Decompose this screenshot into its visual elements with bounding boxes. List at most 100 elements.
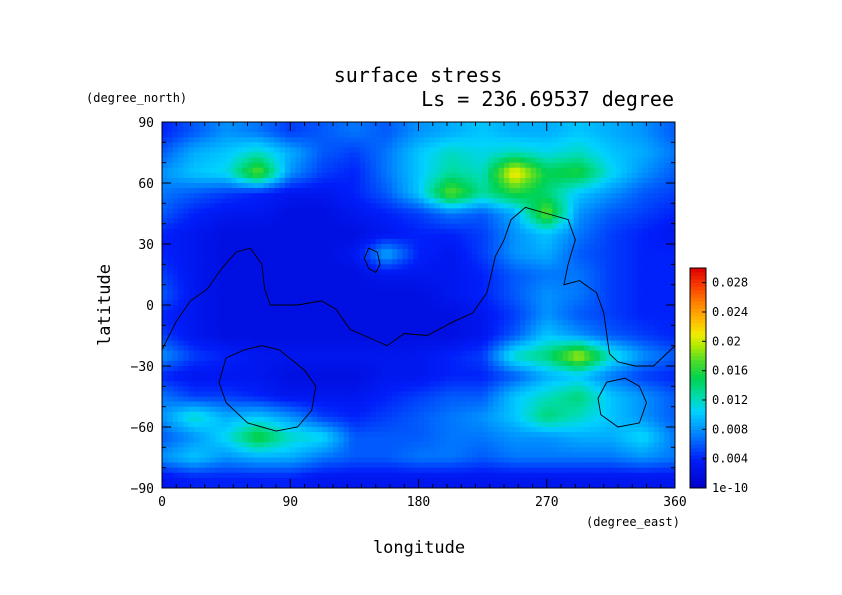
heatmap-cell [514,137,521,143]
heatmap-cell [434,147,441,154]
heatmap-cell [258,122,265,128]
heatmap-cell [509,233,516,240]
heatmap-cell [391,315,398,321]
heatmap-cell [573,213,580,220]
heatmap-cell [589,152,596,159]
heatmap-cell [188,305,195,311]
heatmap-cell [589,310,596,316]
heatmap-cell [349,142,355,149]
heatmap-cell [316,162,323,169]
heatmap-cell [487,244,494,250]
heatmap-cell [188,264,195,271]
heatmap-cell [365,213,371,220]
heatmap-cell [562,325,569,332]
heatmap-cell [557,193,564,199]
heatmap-cell [573,198,580,204]
heatmap-cell [477,305,484,311]
heatmap-cell [477,137,484,143]
heatmap-cell [573,238,580,245]
heatmap-cell [600,360,607,367]
heatmap-cell [439,305,446,311]
heatmap-cell [279,172,286,179]
heatmap-cell [445,244,452,250]
heatmap-cell [365,305,371,311]
heatmap-cell [311,249,318,255]
heatmap-cell [338,254,345,260]
heatmap-cell [333,289,339,296]
heatmap-cell [343,183,350,189]
heatmap-cell [648,142,655,149]
heatmap-cell [231,198,238,204]
heatmap-cell [626,193,633,199]
heatmap-cell [455,259,462,265]
heatmap-cell [407,213,414,220]
heatmap-cell [525,223,532,230]
heatmap-cell [445,183,452,189]
heatmap-cell [568,162,575,169]
heatmap-cell [434,122,441,128]
heatmap-cell [370,315,377,321]
heatmap-cell [493,366,500,372]
heatmap-cell [268,249,275,255]
heatmap-cell [231,127,238,133]
heatmap-cell [568,381,575,387]
heatmap-cell [284,193,291,199]
heatmap-cell [220,294,227,301]
heatmap-cell [616,147,623,154]
heatmap-cell [471,244,478,250]
heatmap-cell [226,157,233,164]
heatmap-cell [605,355,612,362]
heatmap-cell [626,172,633,179]
heatmap-cell [429,137,436,143]
heatmap-cell [632,172,639,179]
heatmap-cell [338,142,345,149]
heatmap-cell [381,218,388,225]
heatmap-cell [482,299,489,306]
heatmap-cell [605,157,612,164]
heatmap-cell [322,355,329,362]
heatmap-cell [162,208,168,215]
heatmap-cell [316,315,323,321]
heatmap-cell [391,249,398,255]
heatmap-cell [172,203,179,210]
heatmap-cell [263,335,270,342]
heatmap-cell [594,188,601,194]
heatmap-cell [274,376,281,382]
heatmap-cell [284,157,291,164]
heatmap-cell [268,177,275,184]
heatmap-cell [429,167,436,174]
heatmap-cell [621,177,628,184]
heatmap-cell [300,147,307,154]
heatmap-cell [252,376,259,382]
heatmap-cell [600,294,607,301]
heatmap-cell [183,294,190,301]
heatmap-cell [247,142,254,149]
heatmap-cell [204,376,211,382]
heatmap-cell [578,371,585,377]
heatmap-cell [578,198,585,204]
heatmap-cell [215,122,222,128]
heatmap-cell [199,381,206,387]
heatmap-cell [343,167,350,174]
heatmap-cell [413,172,420,179]
heatmap-cell [306,335,313,342]
heatmap-cell [391,228,398,235]
heatmap-cell [450,157,457,164]
heatmap-cell [557,320,564,326]
heatmap-cell [402,223,409,230]
heatmap-cell [194,203,200,210]
heatmap-cell [381,152,388,159]
heatmap-cell [455,218,462,225]
heatmap-cell [525,360,532,367]
heatmap-cell [391,183,398,189]
heatmap-cell [311,335,318,342]
heatmap-cell [423,340,430,347]
heatmap-cell [509,193,516,199]
heatmap-cell [316,233,323,240]
heatmap-cell [610,305,617,311]
heatmap-cell [493,350,500,357]
heatmap-cell [327,223,334,230]
heatmap-cell [391,289,398,296]
heatmap-cell [632,152,639,159]
heatmap-cell [204,157,211,164]
